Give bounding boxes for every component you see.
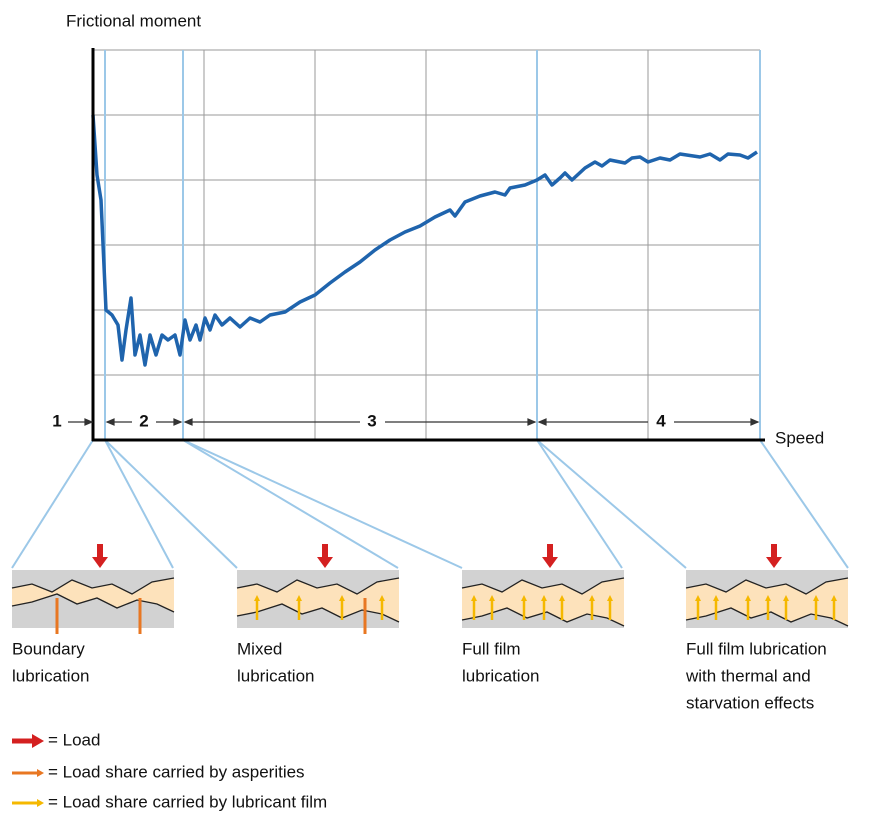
legend-label: = Load share carried by lubricant film — [48, 792, 327, 811]
panel-label: Full film lubrication — [686, 639, 827, 658]
panel-label: Mixed — [237, 639, 282, 658]
legend-label: = Load share carried by asperities — [48, 762, 305, 781]
panel-label: with thermal and — [685, 666, 811, 685]
legend-label: = Load — [48, 730, 100, 749]
panel-label: Full film — [462, 639, 521, 658]
region-number: 3 — [367, 411, 376, 430]
y-axis-label: Frictional moment — [66, 11, 201, 30]
x-axis-label: Speed — [775, 428, 824, 447]
load-arrow-head — [766, 557, 782, 568]
grid — [93, 50, 760, 440]
panel-label: starvation effects — [686, 693, 814, 712]
region-arrows — [68, 419, 758, 425]
friction-curve — [93, 115, 757, 365]
panel-label: Boundary — [12, 639, 85, 658]
region-boundaries — [12, 50, 848, 568]
panel-label: lubrication — [237, 666, 315, 685]
panel-label: lubrication — [12, 666, 90, 685]
load-arrow-head — [542, 557, 558, 568]
region-number: 4 — [656, 411, 666, 430]
region-number: 2 — [139, 411, 148, 430]
panels: Boundary lubrication Mixed lubrication Full … — [12, 544, 848, 712]
load-arrow-head — [92, 557, 108, 568]
stribeck-diagram: Frictional moment Speed 1 2 3 4 Boundary… — [0, 0, 869, 814]
load-arrow-head — [317, 557, 333, 568]
legend: = Load = Load share carried by asperitie… — [12, 730, 327, 811]
legend-icon — [12, 734, 44, 807]
panel-label: lubrication — [462, 666, 540, 685]
region-number: 1 — [52, 411, 61, 430]
